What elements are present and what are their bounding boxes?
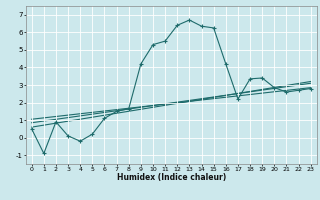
X-axis label: Humidex (Indice chaleur): Humidex (Indice chaleur) [116, 173, 226, 182]
